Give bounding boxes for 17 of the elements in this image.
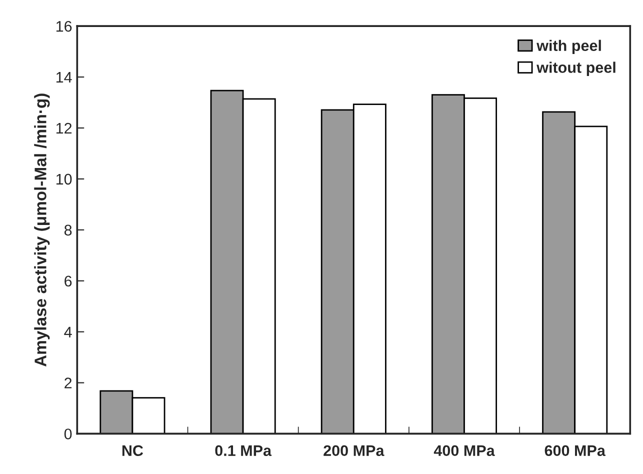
- legend-label: witout peel: [536, 62, 616, 76]
- y-tick-label: 10: [56, 174, 72, 185]
- y-tick-label: 16: [56, 20, 72, 32]
- legend-label: with peel: [536, 40, 601, 54]
- y-axis-title: Amylase activity (μmol-Mal /min·g): [34, 94, 50, 367]
- y-tick-label: 8: [64, 224, 72, 236]
- y-tick-label: 4: [64, 326, 72, 338]
- x-tick-label: 600 MPa: [544, 445, 606, 456]
- y-tick-label: 14: [56, 72, 72, 83]
- x-tick-label: 400 MPa: [434, 445, 495, 456]
- y-tick-label: 12: [56, 122, 72, 134]
- x-tick-label: NC: [122, 445, 144, 456]
- y-tick-label: 6: [64, 276, 72, 287]
- y-tick-label: 0: [64, 428, 72, 440]
- x-tick-label: 0.1 MPa: [215, 445, 272, 456]
- x-tick-label: 200 MPa: [324, 445, 384, 456]
- y-tick-label: 2: [64, 378, 72, 388]
